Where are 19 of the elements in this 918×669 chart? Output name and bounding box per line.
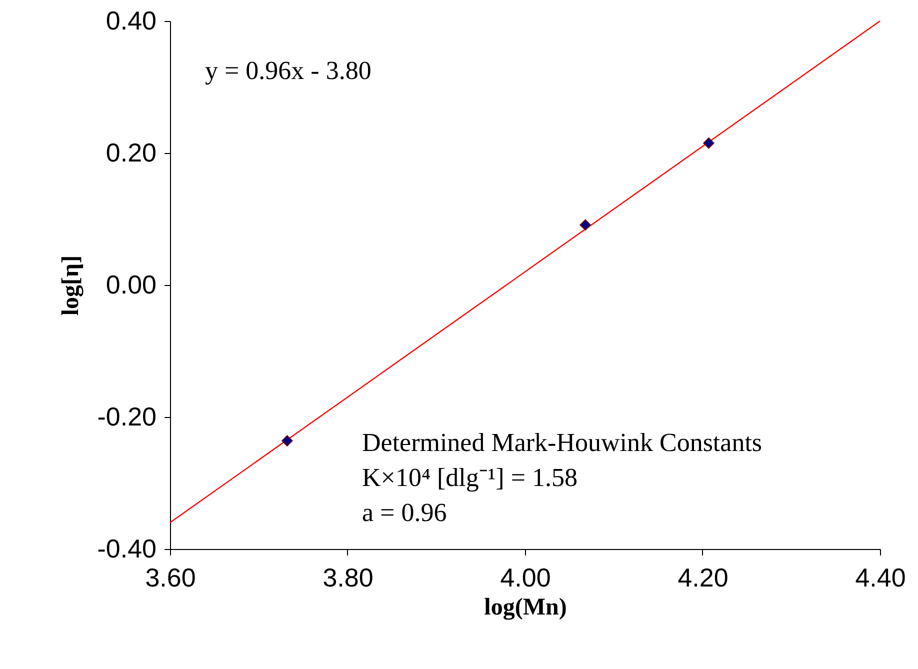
y-tick-label: 0.20: [106, 138, 156, 168]
x-tick-label: 4.20: [678, 562, 728, 592]
y-tick-label: -0.20: [97, 402, 156, 432]
annotation: Determined Mark-Houwink Constants: [362, 428, 762, 457]
y-tick-label: -0.40: [97, 534, 156, 564]
annotation: a = 0.96: [362, 498, 447, 527]
y-tick-label: 0.00: [106, 270, 156, 300]
annotation: K×10⁴ [dlg⁻¹] = 1.58: [362, 463, 578, 492]
x-tick-label: 4.00: [500, 562, 551, 592]
x-tick-label: 4.40: [855, 562, 906, 592]
annotation: y = 0.96x - 3.80: [205, 56, 372, 85]
point: [282, 435, 293, 446]
x-tick-label: 3.80: [322, 562, 374, 592]
x-tick-label: 3.60: [145, 562, 196, 592]
y-tick-label: 0.40: [106, 6, 156, 36]
point: [703, 137, 714, 149]
y-axis-title: log[η]: [58, 255, 84, 316]
x-axis-title: log(Mn): [484, 594, 567, 620]
point: [580, 219, 591, 231]
